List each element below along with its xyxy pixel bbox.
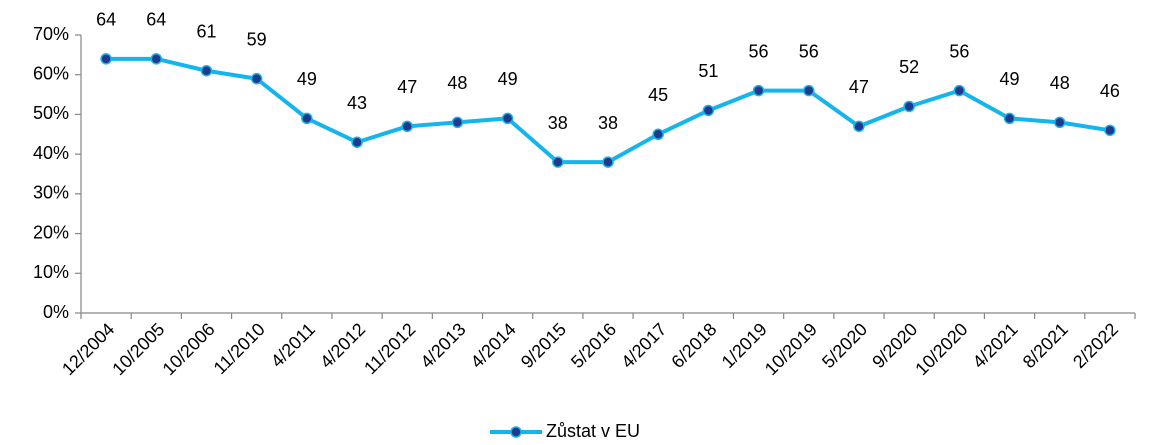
point xyxy=(1104,124,1116,137)
y-tick-label: 20% xyxy=(33,222,69,242)
point xyxy=(853,120,865,133)
point xyxy=(451,116,464,129)
x-tick-label: 4/2017 xyxy=(617,319,670,372)
point xyxy=(702,104,715,117)
data-label: 64 xyxy=(146,10,166,30)
data-label: 61 xyxy=(196,21,216,41)
x-tick-label: 10/2020 xyxy=(911,319,971,379)
x-tick-label: 9/2015 xyxy=(517,319,570,372)
data-label: 51 xyxy=(698,61,718,81)
data-label: 56 xyxy=(949,41,969,61)
point xyxy=(752,84,765,97)
data-label: 45 xyxy=(648,85,668,105)
point xyxy=(301,112,313,125)
point xyxy=(351,136,363,148)
data-label: 56 xyxy=(799,41,819,61)
data-label: 59 xyxy=(247,29,267,49)
point xyxy=(552,156,564,168)
point xyxy=(953,84,966,97)
data-label: 38 xyxy=(598,113,618,133)
point xyxy=(903,100,915,113)
data-label: 47 xyxy=(397,77,417,97)
y-tick-label: 60% xyxy=(33,63,69,83)
data-label: 52 xyxy=(899,57,919,77)
data-label: 49 xyxy=(1000,69,1020,89)
point xyxy=(652,128,664,141)
x-tick-label: 11/2010 xyxy=(210,319,269,378)
legend-marker xyxy=(510,426,522,438)
point xyxy=(1003,112,1016,125)
y-tick-label: 10% xyxy=(33,262,69,282)
data-label: 48 xyxy=(447,73,467,93)
x-tick-label: 10/2019 xyxy=(761,319,821,379)
x-tick-label: 4/2021 xyxy=(969,319,1022,372)
x-tick-label: 8/2021 xyxy=(1019,319,1072,372)
x-tick-label: 5/2016 xyxy=(567,319,620,372)
x-tick-label: 4/2013 xyxy=(417,319,470,372)
data-label: 43 xyxy=(347,93,367,113)
x-tick-label: 2/2022 xyxy=(1069,319,1122,372)
data-label: 48 xyxy=(1050,73,1070,93)
x-tick-label: 10/2006 xyxy=(159,319,219,379)
y-tick-label: 70% xyxy=(33,24,69,44)
data-label: 49 xyxy=(498,69,518,89)
y-tick-label: 40% xyxy=(33,143,69,163)
x-tick-label: 5/2020 xyxy=(818,319,871,372)
point xyxy=(250,72,263,85)
data-label: 46 xyxy=(1100,81,1120,101)
x-tick-label: 4/2014 xyxy=(467,319,520,372)
point xyxy=(150,53,163,65)
y-tick-label: 30% xyxy=(33,183,69,203)
point xyxy=(602,156,614,168)
legend-label: Zůstat v EU xyxy=(546,421,640,441)
data-label: 38 xyxy=(548,113,568,133)
x-tick-label: 12/2004 xyxy=(58,319,118,379)
point xyxy=(501,112,514,125)
point xyxy=(1053,116,1066,129)
point xyxy=(200,64,213,77)
x-tick-label: 6/2018 xyxy=(667,319,720,372)
data-label: 49 xyxy=(297,69,317,89)
x-tick-label: 4/2011 xyxy=(267,319,319,371)
point xyxy=(100,53,112,65)
data-label: 64 xyxy=(96,10,116,30)
y-tick-label: 0% xyxy=(43,302,69,322)
point xyxy=(401,120,413,133)
x-tick-label: 10/2005 xyxy=(108,319,168,379)
y-tick-label: 50% xyxy=(33,103,69,123)
data-label: 56 xyxy=(749,41,769,61)
point xyxy=(803,84,815,97)
data-label: 47 xyxy=(849,77,869,97)
x-tick-label: 11/2012 xyxy=(360,319,419,378)
